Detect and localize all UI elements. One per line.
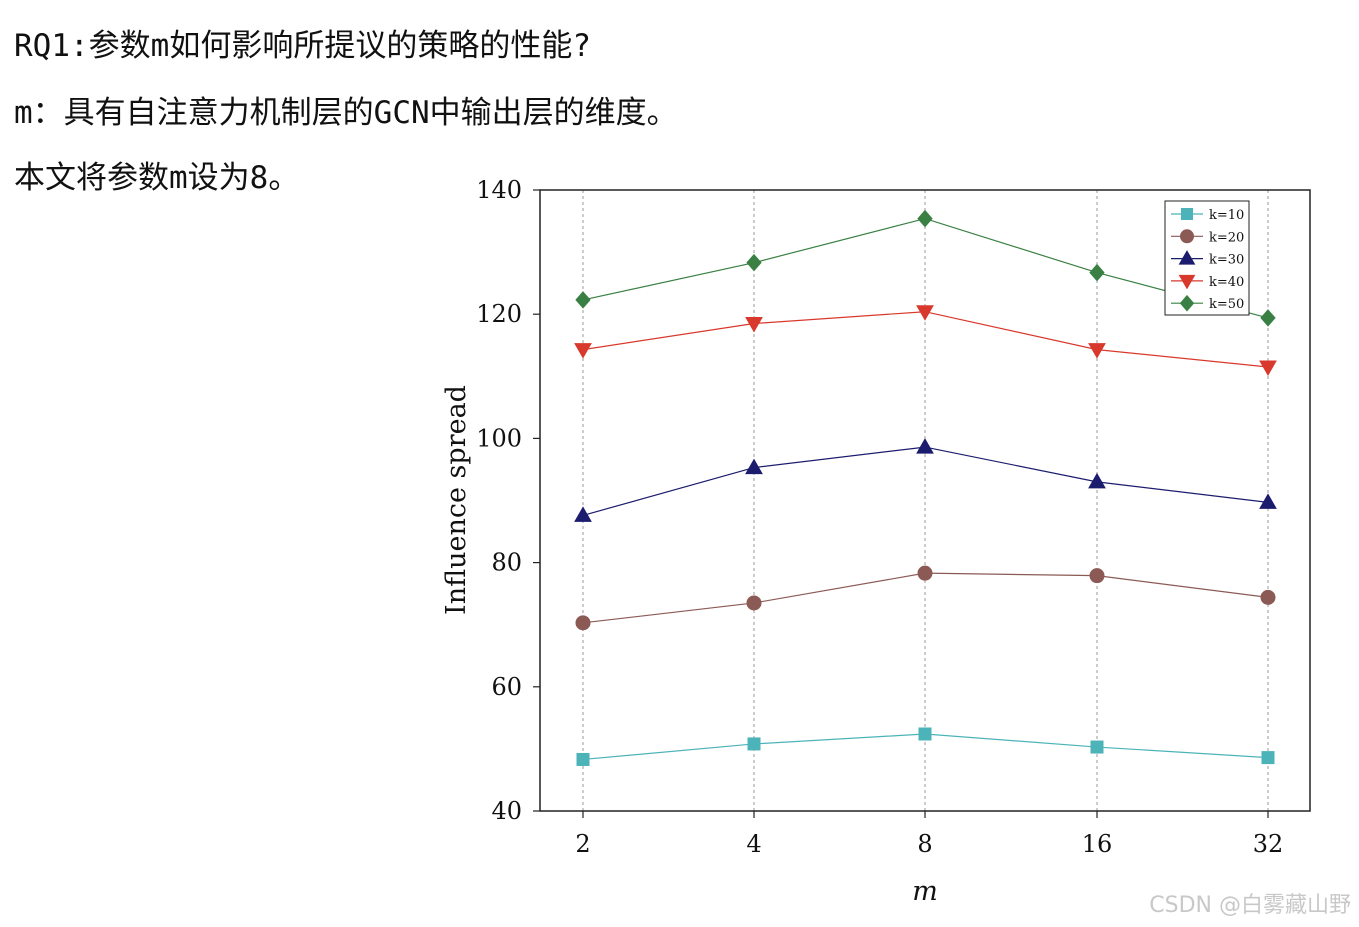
- legend-item: k=30: [1171, 250, 1244, 268]
- data-point: [916, 438, 934, 454]
- data-point: [917, 209, 933, 228]
- watermark: CSDN @白雾藏山野: [1149, 893, 1351, 918]
- legend-label: k=40: [1209, 275, 1244, 290]
- legend-marker: [1180, 229, 1194, 244]
- data-point: [575, 291, 591, 309]
- data-point: [1088, 472, 1106, 489]
- legend-label: k=30: [1209, 253, 1244, 268]
- legend: k=10 k=20 k=30 k=40 k=50: [1164, 200, 1250, 316]
- data-point: [575, 615, 591, 631]
- legend-label: k=50: [1209, 297, 1244, 312]
- legend-marker: [1179, 294, 1195, 312]
- legend-item: k=50: [1171, 294, 1244, 312]
- data-point: [745, 458, 763, 475]
- series-line: [582, 446, 1269, 516]
- x-tick-label: 32: [1253, 830, 1284, 858]
- question-text: RQ1:参数m如何影响所提议的策略的性能?: [14, 28, 591, 64]
- x-axis-title: m: [912, 876, 938, 907]
- legend-item: k=10: [1171, 208, 1244, 223]
- legend-marker: [1181, 208, 1193, 220]
- data-point: [1259, 493, 1277, 509]
- data-point: [746, 253, 762, 272]
- series-k-50: [575, 209, 1276, 327]
- data-point: [917, 565, 933, 581]
- y-tick-label: 40: [491, 797, 522, 825]
- data-point: [1260, 589, 1276, 605]
- data-point: [576, 752, 590, 766]
- data-point: [918, 727, 932, 741]
- x-tick-label: 4: [746, 830, 761, 858]
- y-tick-label: 80: [491, 549, 522, 577]
- data-point: [916, 305, 934, 321]
- series-k-40: [574, 305, 1277, 376]
- series-k-20: [575, 565, 1276, 631]
- data-point: [574, 506, 592, 522]
- data-point: [1090, 740, 1104, 754]
- data-point: [1259, 360, 1277, 376]
- data-point: [574, 343, 592, 359]
- x-tick-label: 8: [917, 830, 932, 858]
- legend-item: k=40: [1171, 274, 1244, 290]
- legend-marker: [1178, 274, 1196, 290]
- legend-item: k=20: [1171, 229, 1244, 245]
- legend-label: k=10: [1209, 208, 1244, 223]
- data-point: [1089, 263, 1105, 282]
- data-point: [745, 317, 763, 333]
- data-point: [747, 737, 761, 751]
- legend-label: k=20: [1209, 230, 1244, 245]
- series-k-10: [576, 727, 1275, 766]
- data-point: [1260, 309, 1276, 327]
- data-point: [1088, 343, 1106, 359]
- series: [574, 209, 1277, 766]
- y-tick-label: 100: [476, 424, 522, 452]
- y-axis-title: Influence spread: [441, 385, 472, 615]
- y-tick-label: 120: [476, 300, 522, 328]
- axes: 2 4 8 16 32 40 60 80 100 120 140: [476, 176, 1283, 858]
- y-tick-label: 140: [476, 176, 522, 204]
- data-point: [1261, 751, 1275, 765]
- data-point: [746, 595, 762, 611]
- y-tick-label: 60: [491, 673, 522, 701]
- x-tick-label: 16: [1082, 830, 1113, 858]
- x-tick-label: 2: [575, 830, 590, 858]
- setting-text: 本文将参数m设为8。: [14, 160, 300, 196]
- data-point: [1089, 568, 1105, 584]
- legend-marker: [1178, 250, 1196, 265]
- definition-text: m：具有自注意力机制层的GCN中输出层的维度。: [14, 95, 678, 131]
- series-k-30: [574, 438, 1277, 522]
